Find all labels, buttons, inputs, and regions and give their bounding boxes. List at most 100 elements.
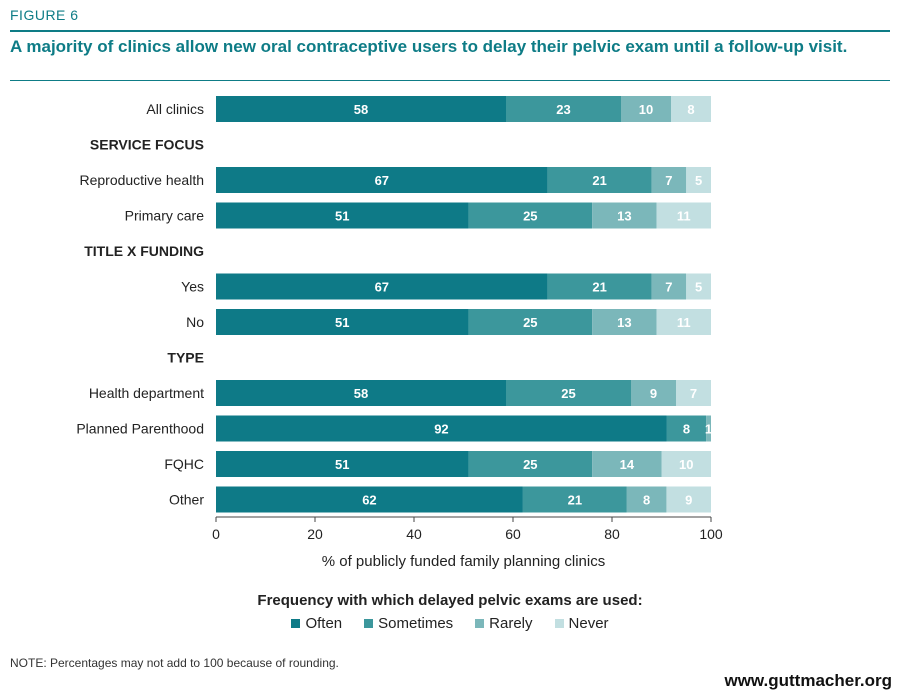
- category-label: Other: [169, 492, 204, 508]
- x-tick-label: 20: [307, 526, 323, 542]
- data-label: 21: [592, 280, 606, 295]
- legend-item-rarely: Rarely: [475, 615, 533, 632]
- chart-title: A majority of clinics allow new oral con…: [10, 37, 848, 56]
- bar-segment-never: [686, 167, 711, 193]
- category-label: FQHC: [164, 456, 204, 472]
- data-label: 13: [617, 209, 631, 224]
- data-label: 11: [677, 315, 691, 330]
- legend-swatch-never: [554, 619, 564, 628]
- group-header: SERVICE FOCUS: [90, 137, 204, 153]
- legend-title: Frequency with which delayed pelvic exam…: [257, 592, 643, 609]
- bar-segment-never: [666, 486, 711, 513]
- bar-segment-sometimes: [468, 451, 593, 477]
- legend-swatch-rarely: [475, 619, 485, 628]
- bar-segment-sometimes: [468, 202, 593, 229]
- data-label: 21: [568, 493, 582, 508]
- legend: Often Sometimes Rarely Never: [0, 615, 900, 632]
- title-rule-top: [10, 30, 890, 32]
- data-label: 5: [695, 280, 702, 295]
- bar-segment-often: [216, 451, 469, 477]
- bar-segment-rarely: [706, 415, 711, 442]
- data-label: 8: [687, 102, 694, 117]
- data-label: 25: [523, 457, 537, 472]
- legend-swatch-sometimes: [364, 619, 374, 628]
- bar-segment-never: [686, 273, 711, 300]
- bar-segment-rarely: [631, 380, 676, 406]
- data-label: 23: [556, 102, 570, 117]
- bar-segment-often: [216, 167, 548, 193]
- group-header: TITLE X FUNDING: [84, 243, 204, 259]
- bar-segment-often: [216, 202, 469, 229]
- category-label: Planned Parenthood: [76, 421, 204, 437]
- bar-segment-never: [671, 96, 711, 122]
- data-label: 8: [683, 422, 690, 437]
- bar-segment-rarely: [651, 273, 687, 300]
- data-label: 51: [335, 209, 349, 224]
- legend-item-sometimes: Sometimes: [364, 615, 453, 632]
- bar-segment-sometimes: [468, 309, 593, 335]
- data-label: 7: [665, 280, 672, 295]
- data-label: 7: [690, 386, 697, 401]
- bar-segment-often: [216, 273, 548, 300]
- bar-segment-often: [216, 96, 506, 122]
- source-url: www.guttmacher.org: [724, 671, 892, 690]
- bar-segment-often: [216, 486, 523, 513]
- legend-label-rarely: Rarely: [489, 615, 533, 632]
- bar-segment-sometimes: [547, 273, 652, 300]
- data-label: 67: [375, 173, 389, 188]
- bar-segment-often: [216, 380, 506, 406]
- x-tick-label: 0: [212, 526, 220, 542]
- category-label: Primary care: [125, 208, 205, 224]
- data-label: 58: [354, 386, 368, 401]
- data-label: 51: [335, 315, 349, 330]
- data-label: 25: [523, 209, 537, 224]
- data-label: 13: [617, 315, 631, 330]
- legend-item-often: Often: [291, 615, 342, 632]
- data-label: 51: [335, 457, 349, 472]
- bar-segment-rarely: [651, 167, 687, 193]
- bar-segment-never: [656, 309, 711, 335]
- data-label: 1: [705, 422, 712, 437]
- data-label: 9: [685, 493, 692, 508]
- data-label: 9: [650, 386, 657, 401]
- x-axis-title: % of publicly funded family planning cli…: [322, 553, 605, 570]
- data-label: 62: [362, 493, 376, 508]
- data-label: 10: [679, 457, 693, 472]
- legend-label-sometimes: Sometimes: [378, 615, 454, 632]
- bar-segment-sometimes: [522, 486, 627, 513]
- bar-segment-sometimes: [547, 167, 652, 193]
- bar-segment-rarely: [592, 451, 662, 477]
- category-label: Yes: [181, 279, 204, 295]
- data-label: 5: [695, 173, 702, 188]
- data-label: 10: [639, 102, 653, 117]
- data-label: 25: [561, 386, 575, 401]
- category-label: All clinics: [146, 101, 204, 117]
- legend-item-never: Never: [554, 615, 609, 632]
- data-label: 14: [620, 457, 635, 472]
- data-label: 58: [354, 102, 368, 117]
- data-label: 8: [643, 493, 650, 508]
- bar-segment-never: [676, 380, 711, 406]
- category-label: Reproductive health: [79, 172, 204, 188]
- bar-segment-rarely: [626, 486, 667, 513]
- x-tick-label: 80: [604, 526, 620, 542]
- legend-label-never: Never: [568, 615, 609, 632]
- x-tick-label: 60: [505, 526, 521, 542]
- bar-segment-rarely: [592, 202, 657, 229]
- category-label: Health department: [89, 385, 204, 401]
- x-tick-label: 100: [699, 526, 723, 542]
- category-label: No: [186, 314, 204, 330]
- bar-segment-rarely: [621, 96, 671, 122]
- data-label: 21: [592, 173, 606, 188]
- legend-label-often: Often: [305, 615, 343, 632]
- title-rule-bottom: [10, 80, 890, 81]
- bar-segment-rarely: [592, 309, 657, 335]
- figure-label: FIGURE 6: [10, 7, 79, 23]
- footnote: NOTE: Percentages may not add to 100 bec…: [10, 656, 339, 670]
- bar-segment-sometimes: [506, 96, 621, 122]
- bar-segment-sometimes: [506, 380, 631, 406]
- x-tick-label: 40: [406, 526, 422, 542]
- data-label: 67: [375, 280, 389, 295]
- data-label: 25: [523, 315, 537, 330]
